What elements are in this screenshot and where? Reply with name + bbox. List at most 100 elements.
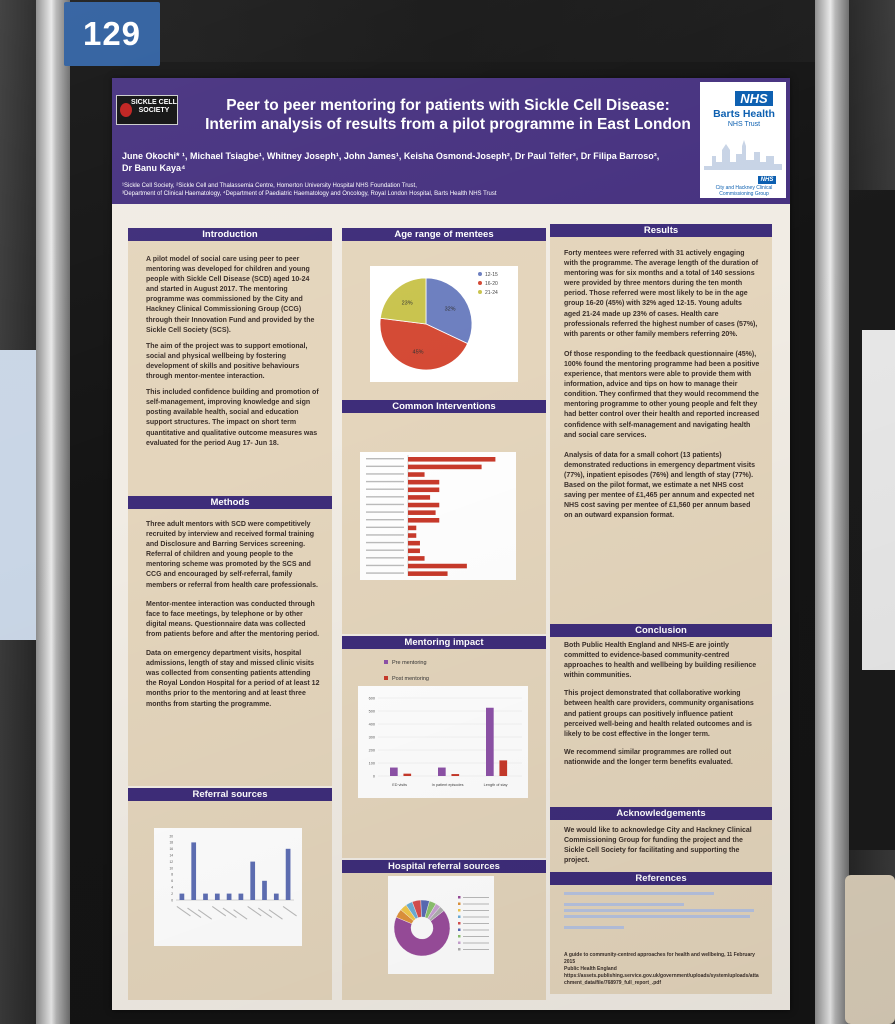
- referral-bar: [250, 861, 256, 900]
- y-tick-label: 0: [171, 898, 173, 902]
- reference-title: A guide to community-centred approaches …: [564, 952, 755, 965]
- age-range-pie-chart: 32% 45% 23% 12-15 16-20 21-24: [370, 266, 518, 382]
- legend-swatch: [458, 928, 461, 931]
- impact-bar: [390, 767, 398, 776]
- impact-bar: [451, 774, 460, 776]
- legend-label: Post mentoring: [392, 676, 429, 682]
- references-heading: References: [550, 872, 772, 885]
- legend-swatch: [458, 909, 461, 912]
- results-text: Forty mentees were referred with 31 acti…: [550, 237, 772, 521]
- reference-url: https://assets.publishing.service.gov.uk…: [564, 973, 759, 986]
- reference-link[interactable]: [564, 903, 684, 906]
- legend-label: [463, 942, 489, 944]
- referral-bar: [191, 842, 197, 900]
- references-link-block: [564, 888, 760, 946]
- x-tick-label: Length of stay: [484, 783, 508, 787]
- sickle-cell-society-logo: SICKLE CELL SOCIETY: [116, 95, 178, 125]
- conclusion-paragraph: This project demonstrated that collabora…: [564, 690, 754, 738]
- y-tick-label: 200: [369, 749, 375, 753]
- category-label: [197, 909, 213, 920]
- referral-bar: [238, 893, 244, 900]
- london-skyline-icon: [704, 140, 782, 170]
- column-1: Introduction A pilot model of social car…: [128, 228, 332, 786]
- conclusion-text: Both Public Health England and NHS-E are…: [564, 641, 760, 768]
- common-interventions-panel: Common Interventions: [342, 400, 546, 634]
- legend-label: [463, 936, 489, 937]
- common-interventions-heading: Common Interventions: [342, 400, 546, 413]
- category-label: [247, 906, 262, 917]
- pie-slice-label: 23%: [402, 301, 413, 307]
- y-tick-label: 500: [369, 710, 375, 714]
- column-3: Results Forty mentees were referred with…: [550, 224, 772, 994]
- category-label: [366, 534, 404, 536]
- category-label: [366, 557, 404, 559]
- x-tick-label: ED visits: [392, 783, 407, 787]
- legend-swatch: [384, 660, 388, 664]
- intervention-bar: [408, 464, 482, 470]
- intervention-bar: [408, 510, 436, 515]
- category-label: [366, 549, 404, 551]
- legend-swatch: [458, 902, 461, 905]
- legend-label: 12-15: [485, 272, 498, 278]
- legend-label: [463, 949, 489, 950]
- y-tick-label: 100: [369, 762, 375, 766]
- impact-bar: [486, 707, 494, 776]
- y-tick-label: 16: [169, 847, 173, 851]
- category-label: [366, 480, 404, 483]
- left-pole: [36, 0, 70, 1024]
- y-tick-label: 600: [369, 697, 375, 701]
- referral-bar: [214, 893, 220, 900]
- y-tick-label: 0: [373, 775, 375, 779]
- results-paragraph: Forty mentees were referred with 31 acti…: [564, 250, 759, 338]
- pie-slice: [425, 277, 473, 345]
- results-paragraph: Of those responding to the feedback ques…: [564, 350, 760, 439]
- methods-paragraph: Three adult mentors with SCD were compet…: [146, 521, 318, 589]
- category-label: [366, 496, 404, 498]
- impact-bar: [438, 767, 446, 776]
- ccg-logo-text: City and Hackney Clinical Commissioning …: [715, 185, 773, 197]
- title-line-1: Peer to peer mentoring for patients with…: [226, 97, 670, 114]
- conclusion-heading: Conclusion: [550, 624, 772, 637]
- category-label: [366, 458, 404, 460]
- ccg-nhs-logo: NHS: [758, 176, 776, 184]
- intervention-bar: [408, 548, 420, 554]
- category-label: [366, 473, 404, 475]
- category-label: [187, 907, 202, 919]
- category-label: [366, 519, 404, 521]
- title-line-2: Interim analysis of results from a pilot…: [205, 116, 691, 133]
- pie-slice: [379, 317, 469, 371]
- intervention-bar: [408, 479, 440, 485]
- legend-swatch: [384, 676, 388, 680]
- introduction-text: A pilot model of social care using peer …: [128, 241, 332, 449]
- poster-title: Peer to peer mentoring for patients with…: [188, 96, 708, 134]
- reference-link[interactable]: [564, 892, 714, 895]
- hospital-referral-panel: Hospital referral sources: [342, 860, 546, 1000]
- referral-bar: [203, 893, 208, 900]
- introduction-paragraph: A pilot model of social care using peer …: [146, 256, 315, 334]
- x-tick-label: In patient episodes: [432, 783, 464, 787]
- y-tick-label: 6: [171, 879, 173, 883]
- referral-bar: [262, 880, 267, 900]
- methods-paragraph: Mentor-mentee interaction was conducted …: [146, 600, 320, 638]
- y-tick-label: 2: [171, 892, 173, 896]
- reference-link[interactable]: [564, 926, 624, 929]
- legend-label: [463, 910, 489, 911]
- mentoring-impact-heading: Mentoring impact: [342, 636, 546, 649]
- poster-header: SICKLE CELL SOCIETY Peer to peer mentori…: [112, 78, 790, 204]
- category-label: [366, 511, 404, 513]
- authors: June Okochi* ¹, Michael Tsiagbe¹, Whitne…: [122, 150, 702, 174]
- pie-slice-label: 32%: [445, 307, 456, 313]
- legend-label: 16-20: [485, 281, 498, 287]
- reference-link[interactable]: [564, 915, 750, 918]
- legend-label: [463, 897, 489, 898]
- reference-link[interactable]: [564, 909, 754, 912]
- pie-slice: [379, 277, 427, 325]
- affiliations-line-1: ¹Sickle Cell Society, ²Sickle Cell and T…: [122, 183, 417, 189]
- reference-publisher: Public Health England: [564, 966, 617, 972]
- affiliations-line-2: ³Department of Clinical Haematology, ⁴De…: [122, 191, 497, 197]
- nhs-logo-panel: NHS Barts Health NHS Trust NHS City and …: [700, 82, 786, 198]
- nhs-logo: NHS: [735, 91, 773, 106]
- intervention-bar: [408, 540, 420, 546]
- referral-bar: [226, 893, 232, 900]
- intervention-bar: [408, 518, 440, 523]
